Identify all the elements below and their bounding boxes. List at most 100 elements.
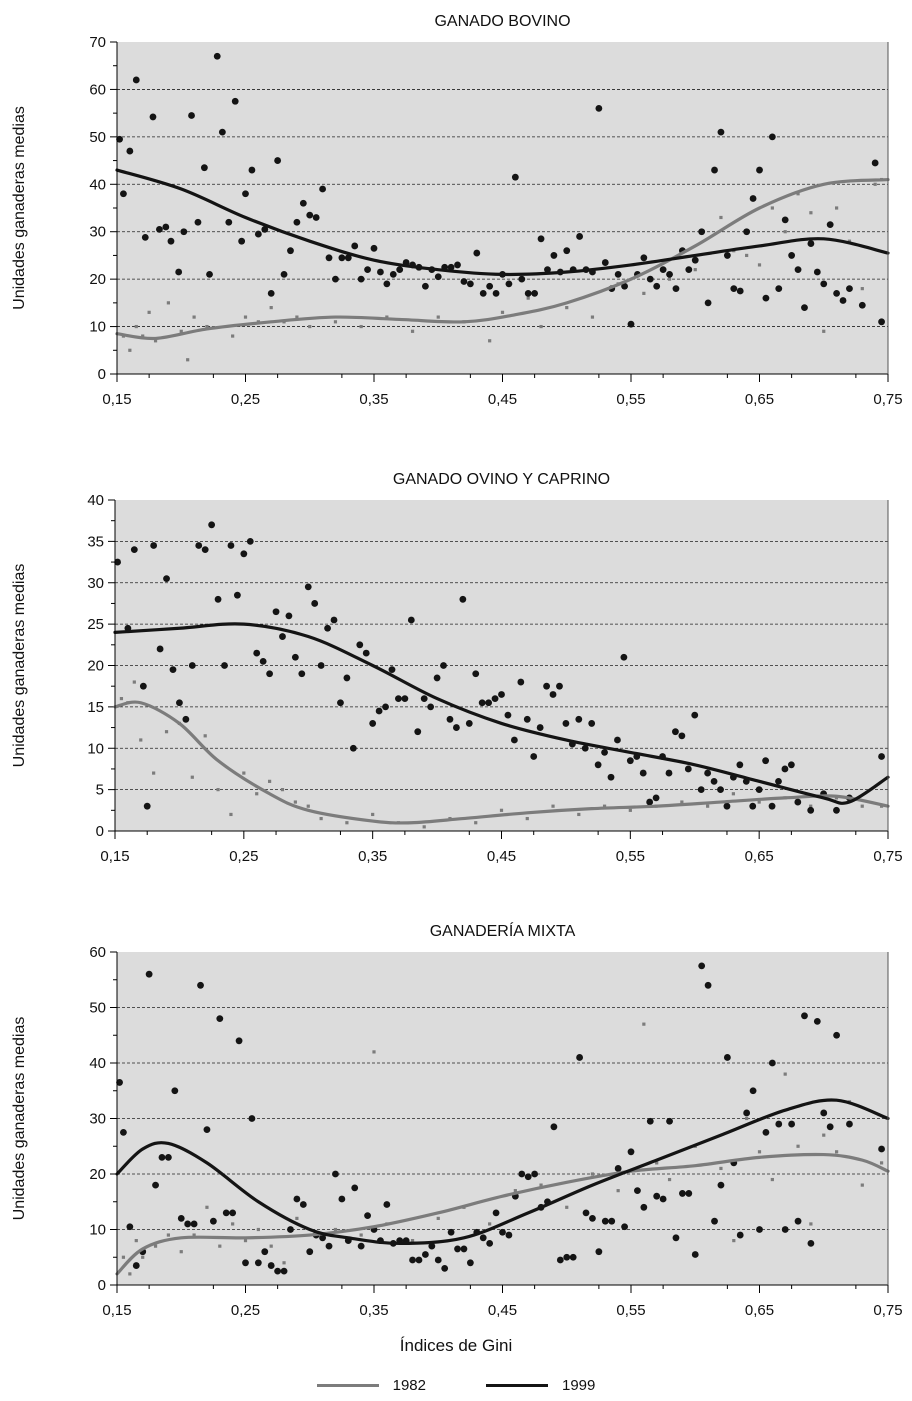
point-1999 — [332, 275, 339, 283]
point-1982 — [770, 206, 774, 210]
point-1999 — [285, 612, 293, 620]
point-1999 — [639, 769, 647, 777]
point-1999 — [466, 280, 474, 288]
y-tick-label-20: 20 — [87, 658, 104, 675]
point-1982 — [333, 1227, 338, 1232]
point-1999 — [114, 558, 121, 566]
point-1999 — [486, 282, 494, 290]
point-1999 — [556, 682, 563, 690]
point-1999 — [601, 748, 608, 756]
point-1999 — [188, 112, 195, 119]
point-1999 — [878, 318, 885, 326]
point-1999 — [158, 1153, 166, 1161]
point-1999 — [466, 1259, 474, 1267]
chart-title: GANADO BOVINO — [434, 13, 570, 30]
x-tick-label-0-45: 0,45 — [488, 1302, 517, 1319]
point-1999 — [562, 720, 570, 727]
y-tick-label-5: 5 — [96, 782, 104, 799]
point-1999 — [717, 786, 724, 794]
point-1999 — [820, 1109, 828, 1117]
point-1982 — [218, 1244, 222, 1248]
point-1999 — [762, 757, 770, 765]
point-1982 — [186, 358, 190, 362]
point-1999 — [364, 1212, 371, 1220]
y-tick-label-35: 35 — [87, 533, 104, 550]
trend-line-1982 — [115, 177, 890, 341]
point-1999 — [175, 268, 183, 276]
point-1999 — [711, 1217, 718, 1225]
point-1982 — [693, 268, 697, 272]
point-1999 — [595, 1248, 603, 1256]
point-1982 — [229, 812, 233, 817]
point-1999 — [208, 521, 216, 529]
point-1999 — [743, 228, 751, 236]
point-1999 — [768, 133, 776, 141]
point-1999 — [238, 237, 246, 245]
point-1999 — [544, 266, 551, 274]
point-1999 — [200, 164, 208, 172]
y-tick-label-40: 40 — [89, 176, 106, 193]
point-1999 — [794, 1217, 802, 1225]
point-1999 — [156, 645, 164, 653]
point-1999 — [434, 273, 442, 281]
point-1999 — [149, 113, 157, 121]
point-1982 — [422, 825, 426, 829]
point-1982 — [796, 1144, 800, 1148]
point-1999 — [441, 1264, 449, 1272]
point-1982 — [308, 324, 312, 329]
point-1999 — [787, 761, 795, 769]
point-1999 — [267, 1262, 275, 1269]
point-1999 — [201, 546, 209, 554]
point-1982 — [141, 1255, 145, 1259]
point-1999 — [221, 662, 228, 669]
point-1982 — [164, 730, 169, 734]
point-1999 — [710, 777, 718, 785]
point-1982 — [757, 800, 761, 804]
point-1999 — [330, 616, 338, 624]
point-1999 — [182, 715, 190, 723]
point-1999 — [878, 753, 885, 760]
point-1982 — [680, 800, 684, 804]
point-1982 — [783, 230, 787, 234]
point-1999 — [871, 159, 879, 167]
point-1982 — [192, 1233, 196, 1237]
chart-ganado-ovino-caprino: GANADO OVINO Y CAPRINO Unidades ganaderas… — [0, 460, 912, 870]
point-1999 — [197, 981, 204, 989]
chart-ganaderia-mixta: GANADERÍA MIXTA Unidades ganaderas medias… — [0, 914, 912, 1334]
point-1999 — [781, 1226, 789, 1233]
point-1999 — [749, 1087, 757, 1095]
point-1999 — [601, 1217, 609, 1225]
point-1999 — [736, 287, 744, 295]
point-1999 — [505, 1231, 513, 1239]
point-1999 — [582, 1209, 590, 1217]
point-1999 — [531, 289, 539, 297]
point-1999 — [472, 670, 480, 678]
point-1982 — [628, 808, 632, 812]
point-1982 — [205, 1205, 209, 1209]
point-1982 — [345, 821, 349, 825]
x-tick-label-0-15: 0,15 — [102, 391, 131, 408]
y-tick-label-60: 60 — [89, 81, 106, 98]
point-1999 — [240, 550, 248, 558]
point-1982 — [719, 1166, 723, 1171]
point-1999 — [171, 1087, 179, 1095]
point-1982 — [141, 334, 145, 338]
point-1999 — [517, 678, 525, 686]
point-1999 — [768, 802, 776, 810]
point-1999 — [788, 252, 796, 259]
point-1999 — [422, 1251, 429, 1258]
point-1999 — [401, 695, 409, 702]
x-tick-label-0-55: 0,55 — [616, 391, 645, 408]
point-1999 — [640, 254, 648, 262]
point-1999 — [646, 1117, 654, 1125]
point-1982 — [488, 339, 492, 343]
point-1999 — [375, 707, 383, 715]
point-1999 — [685, 1190, 693, 1197]
point-1999 — [126, 147, 134, 155]
point-1982 — [147, 310, 151, 314]
point-1999 — [839, 297, 847, 304]
point-1982 — [128, 348, 132, 352]
point-1999 — [723, 1054, 731, 1061]
point-1999 — [233, 591, 241, 599]
point-1999 — [614, 1165, 622, 1172]
